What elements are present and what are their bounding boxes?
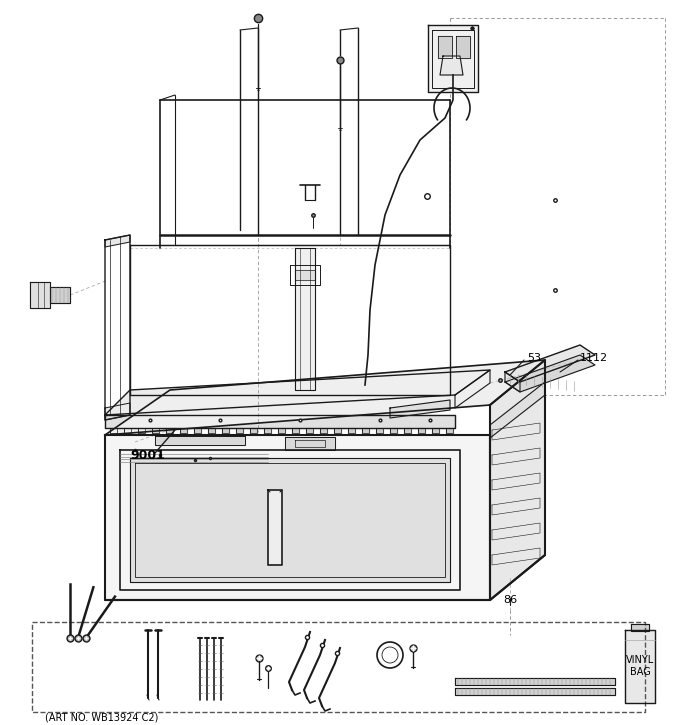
Polygon shape [455, 370, 490, 408]
Polygon shape [455, 688, 615, 695]
Polygon shape [110, 428, 117, 433]
Polygon shape [180, 428, 187, 433]
Polygon shape [455, 678, 615, 685]
Polygon shape [278, 428, 285, 433]
Polygon shape [631, 624, 649, 631]
Polygon shape [438, 36, 452, 58]
Polygon shape [105, 415, 455, 428]
Polygon shape [138, 428, 145, 433]
Polygon shape [505, 355, 595, 392]
Polygon shape [348, 428, 355, 433]
Text: VINYL: VINYL [626, 655, 654, 665]
Polygon shape [105, 370, 490, 415]
Text: 9001: 9001 [130, 449, 165, 462]
Polygon shape [194, 428, 201, 433]
Polygon shape [334, 428, 341, 433]
Polygon shape [446, 428, 453, 433]
Polygon shape [428, 25, 478, 92]
Polygon shape [222, 428, 229, 433]
Polygon shape [155, 436, 245, 445]
Polygon shape [376, 428, 383, 433]
Polygon shape [208, 428, 215, 433]
Text: 1112: 1112 [580, 353, 608, 363]
Polygon shape [404, 428, 411, 433]
Polygon shape [268, 490, 282, 565]
Polygon shape [250, 428, 257, 433]
Polygon shape [236, 428, 243, 433]
Text: (ART NO. WB13924 C2): (ART NO. WB13924 C2) [45, 713, 158, 723]
Polygon shape [105, 435, 490, 600]
Text: BAG: BAG [630, 667, 650, 677]
Polygon shape [130, 458, 450, 582]
Polygon shape [295, 248, 315, 390]
Text: 86: 86 [503, 595, 517, 605]
Polygon shape [490, 382, 545, 438]
Polygon shape [105, 235, 130, 247]
Polygon shape [306, 428, 313, 433]
Polygon shape [490, 360, 545, 600]
Polygon shape [152, 428, 159, 433]
Polygon shape [625, 630, 655, 703]
Polygon shape [292, 428, 299, 433]
Polygon shape [50, 287, 70, 303]
Polygon shape [505, 345, 595, 382]
Polygon shape [418, 428, 425, 433]
Polygon shape [124, 428, 131, 433]
Polygon shape [390, 400, 450, 418]
Polygon shape [30, 282, 50, 308]
Polygon shape [105, 403, 130, 420]
Text: 53: 53 [527, 353, 541, 363]
Polygon shape [440, 56, 463, 75]
Polygon shape [505, 372, 520, 392]
Polygon shape [295, 270, 315, 280]
Polygon shape [166, 428, 173, 433]
Polygon shape [320, 428, 327, 433]
Polygon shape [362, 428, 369, 433]
Polygon shape [285, 437, 335, 450]
Polygon shape [432, 428, 439, 433]
Polygon shape [390, 428, 397, 433]
Polygon shape [456, 36, 470, 58]
Polygon shape [264, 428, 271, 433]
Polygon shape [105, 360, 545, 435]
